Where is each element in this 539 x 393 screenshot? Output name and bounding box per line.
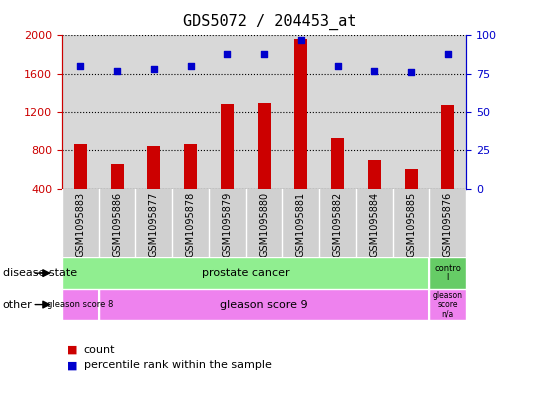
Bar — [331, 138, 344, 227]
Text: GSM1095876: GSM1095876 — [443, 192, 453, 257]
Text: GSM1095879: GSM1095879 — [223, 192, 232, 257]
Bar — [99, 289, 430, 320]
Text: GDS5072 / 204453_at: GDS5072 / 204453_at — [183, 14, 356, 30]
Bar — [148, 147, 160, 227]
Bar — [110, 164, 123, 227]
Text: GSM1095884: GSM1095884 — [369, 192, 379, 257]
Bar — [74, 143, 87, 227]
Point — [296, 37, 305, 43]
Bar — [184, 143, 197, 227]
Text: contro
l: contro l — [434, 264, 461, 282]
Text: gleason
score
n/a: gleason score n/a — [433, 291, 463, 318]
Bar — [405, 169, 418, 227]
Point — [223, 51, 232, 57]
Text: prostate cancer: prostate cancer — [202, 268, 289, 278]
Text: GSM1095885: GSM1095885 — [406, 192, 416, 257]
Text: GSM1095877: GSM1095877 — [149, 192, 159, 257]
Text: GSM1095880: GSM1095880 — [259, 192, 269, 257]
Point — [149, 66, 158, 72]
Point — [333, 63, 342, 69]
Bar — [294, 39, 307, 227]
Text: gleason score 9: gleason score 9 — [220, 299, 308, 310]
Bar — [62, 289, 99, 320]
Bar — [368, 160, 381, 227]
Point — [260, 51, 268, 57]
Point — [76, 63, 85, 69]
Bar — [430, 257, 466, 289]
Bar — [430, 289, 466, 320]
Text: GSM1095886: GSM1095886 — [112, 192, 122, 257]
Text: disease state: disease state — [3, 268, 77, 278]
Bar — [221, 104, 234, 227]
Text: count: count — [84, 345, 115, 355]
Text: percentile rank within the sample: percentile rank within the sample — [84, 360, 272, 371]
Text: GSM1095878: GSM1095878 — [185, 192, 196, 257]
Bar — [441, 105, 454, 227]
Point — [370, 68, 379, 74]
Text: ■: ■ — [67, 360, 78, 371]
Point — [444, 51, 452, 57]
Point — [407, 69, 416, 75]
Bar — [258, 103, 271, 227]
Text: other: other — [3, 299, 32, 310]
Text: GSM1095881: GSM1095881 — [296, 192, 306, 257]
Point — [113, 68, 121, 74]
Text: GSM1095882: GSM1095882 — [333, 192, 343, 257]
Text: gleason score 8: gleason score 8 — [47, 300, 114, 309]
Point — [186, 63, 195, 69]
Text: GSM1095883: GSM1095883 — [75, 192, 85, 257]
Text: ■: ■ — [67, 345, 78, 355]
